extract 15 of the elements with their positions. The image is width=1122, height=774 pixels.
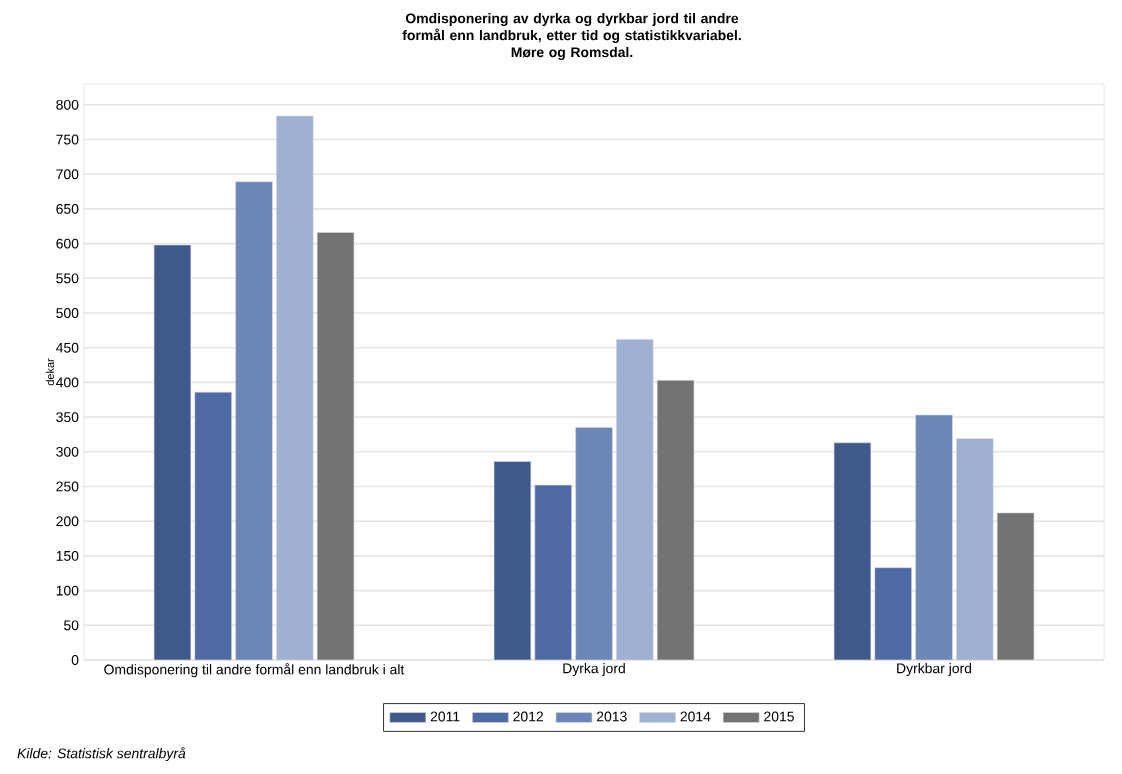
bar xyxy=(833,442,872,660)
bar xyxy=(316,232,355,660)
bar xyxy=(956,438,994,660)
bar xyxy=(996,512,1035,660)
bar xyxy=(235,181,273,660)
bar xyxy=(656,380,695,660)
bar xyxy=(534,484,572,660)
bar xyxy=(194,391,232,660)
bar xyxy=(874,567,912,660)
bar xyxy=(616,339,654,660)
bar xyxy=(915,414,953,660)
bar xyxy=(575,427,613,660)
bar xyxy=(153,244,192,660)
bar xyxy=(493,461,532,660)
bar xyxy=(276,115,314,660)
